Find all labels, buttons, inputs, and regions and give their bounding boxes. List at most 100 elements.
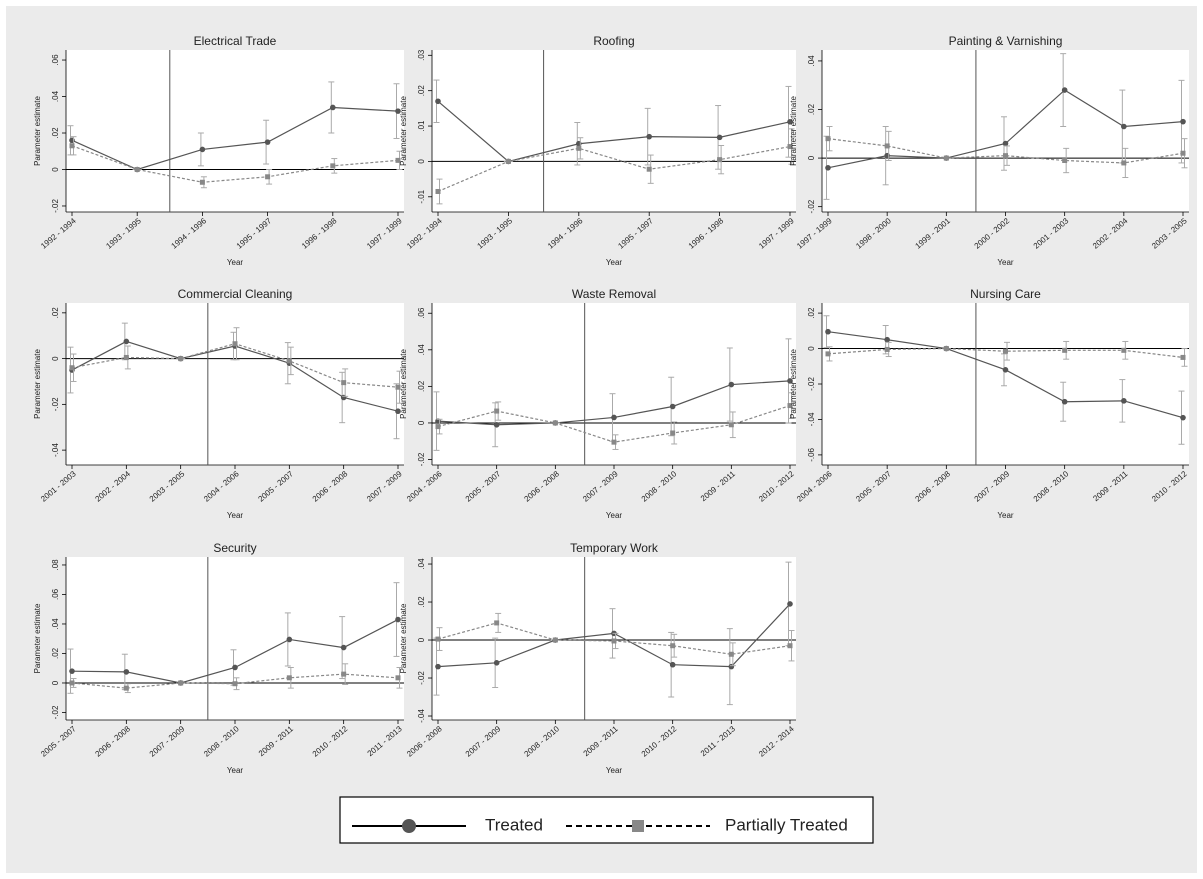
marker: [199, 146, 206, 153]
y-tick-label: -.04: [51, 443, 60, 457]
y-tick-label: .02: [417, 85, 426, 97]
y-tick-label: -.02: [417, 671, 426, 685]
marker: [123, 354, 129, 360]
marker: [123, 669, 130, 675]
y-tick-label: -.02: [807, 199, 816, 213]
y-tick-label: -.02: [51, 705, 60, 719]
marker: [884, 346, 890, 352]
marker: [199, 179, 205, 185]
y-tick-label: 0: [807, 346, 816, 351]
marker: [825, 351, 831, 357]
marker: [341, 671, 347, 677]
y-tick-label: .06: [51, 54, 60, 66]
marker: [884, 336, 890, 343]
y-tick-label: .02: [51, 647, 60, 659]
marker: [787, 601, 793, 607]
marker: [69, 668, 75, 674]
y-tick-label: .04: [51, 618, 60, 630]
legend-label: Partially Treated: [725, 815, 848, 834]
marker: [611, 414, 617, 421]
marker: [943, 346, 949, 352]
marker: [505, 158, 511, 164]
y-tick-label: 0: [417, 159, 426, 164]
marker: [787, 119, 793, 125]
marker: [552, 420, 558, 426]
marker: [787, 378, 793, 384]
chart-title: Roofing: [593, 34, 634, 48]
y-tick-label: .08: [51, 559, 60, 571]
marker: [286, 636, 293, 643]
marker: [1180, 354, 1186, 360]
marker: [552, 637, 558, 643]
marker: [1180, 118, 1186, 125]
marker: [825, 164, 831, 171]
marker: [123, 685, 129, 691]
marker: [493, 421, 500, 428]
x-axis-label: Year: [606, 766, 623, 775]
marker: [1002, 140, 1009, 147]
legend-marker: [632, 820, 644, 832]
chart-title: Electrical Trade: [194, 34, 277, 48]
y-tick-label: .04: [807, 55, 816, 67]
y-tick-label: 0: [807, 155, 816, 160]
plot-area: [822, 50, 1189, 212]
marker: [787, 403, 793, 409]
marker: [286, 358, 292, 364]
marker: [1062, 158, 1068, 164]
marker: [494, 408, 500, 414]
y-tick-label: .02: [807, 103, 816, 115]
y-axis-label: Parameter estimate: [33, 349, 42, 419]
plot-area: [66, 557, 404, 720]
marker: [669, 661, 676, 668]
series-line: [71, 145, 399, 183]
marker: [884, 143, 890, 149]
marker: [1003, 348, 1008, 354]
marker: [341, 380, 347, 386]
x-axis-label: Year: [606, 511, 623, 520]
chart-title: Painting & Varnishing: [949, 34, 1063, 48]
y-tick-label: 0: [51, 680, 60, 685]
marker: [69, 143, 75, 149]
y-axis-label: Parameter estimate: [399, 603, 408, 673]
marker: [1062, 347, 1068, 353]
chart-title: Waste Removal: [572, 287, 656, 301]
series-line: [437, 100, 791, 163]
y-tick-label: .02: [51, 307, 60, 319]
marker: [787, 643, 793, 649]
y-axis-label: Parameter estimate: [789, 96, 798, 166]
marker: [576, 145, 582, 151]
y-axis-label: Parameter estimate: [399, 349, 408, 419]
marker: [395, 408, 401, 415]
legend-marker: [402, 819, 416, 833]
marker: [178, 680, 184, 686]
y-tick-label: -.01: [417, 189, 426, 203]
marker: [264, 139, 271, 145]
marker: [395, 616, 401, 623]
y-tick-label: 0: [417, 420, 426, 425]
marker: [1121, 160, 1127, 166]
y-axis-label: Parameter estimate: [789, 349, 798, 419]
marker: [1061, 87, 1068, 93]
marker: [825, 328, 831, 335]
chart-title: Security: [213, 541, 256, 555]
chart-title: Nursing Care: [970, 287, 1041, 301]
marker: [1180, 150, 1186, 156]
y-tick-label: -.02: [417, 452, 426, 466]
marker: [435, 188, 441, 194]
x-axis-label: Year: [227, 511, 244, 520]
marker: [825, 136, 831, 142]
marker: [232, 664, 238, 671]
marker: [69, 365, 75, 371]
marker: [728, 651, 734, 657]
marker: [232, 681, 238, 687]
marker: [1002, 367, 1009, 373]
y-tick-label: 0: [51, 167, 60, 172]
marker: [395, 384, 401, 390]
marker: [1121, 398, 1127, 404]
marker: [395, 108, 401, 114]
y-tick-label: -.02: [51, 397, 60, 411]
marker: [646, 166, 652, 172]
y-axis-label: Parameter estimate: [33, 603, 42, 673]
marker: [340, 644, 347, 651]
